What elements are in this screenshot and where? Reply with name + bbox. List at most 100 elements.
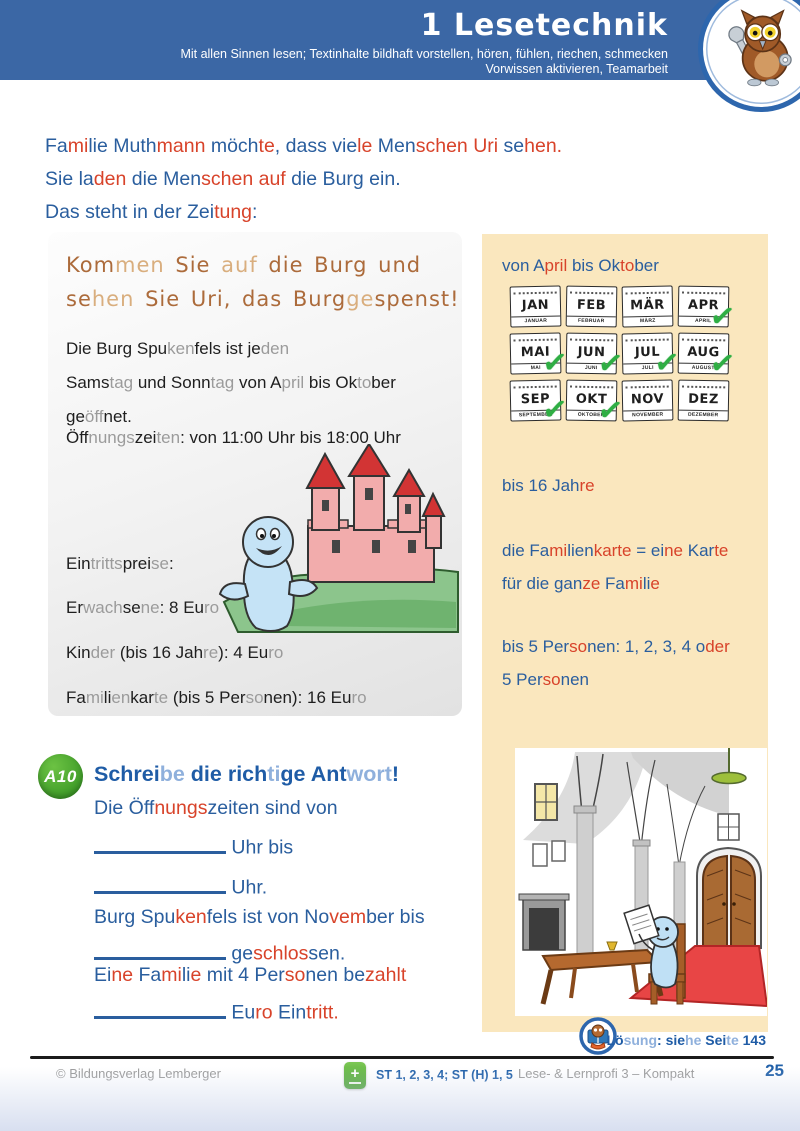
family-note-line: für die ganze Familie — [502, 567, 728, 600]
text-segment: se — [122, 598, 141, 617]
text-segment: fels ist von No — [206, 906, 330, 928]
months-label: von April bis Oktober — [502, 256, 659, 276]
month-tile: JUL JULI ✓ — [621, 332, 681, 381]
ad-headline-line: Kommen Sie auf die Burg und — [66, 248, 460, 282]
text-segment: prei — [122, 554, 152, 573]
text-segment: tag — [109, 373, 134, 392]
check-icon: ✓ — [595, 345, 626, 383]
month-tile: SEP SEPTEMBER ✓ — [509, 379, 569, 428]
text-segment: se — [66, 287, 92, 311]
text-segment: kar — [130, 688, 154, 707]
text-segment: sen. — [308, 942, 346, 965]
text-segment: von A — [502, 256, 545, 275]
text-segment: se — [151, 554, 170, 573]
text-segment: öff — [84, 407, 104, 426]
page-title: 1 Lesetechnik — [420, 8, 668, 43]
month-tile: OKT OKTOBER ✓ — [565, 379, 625, 429]
text-segment: ro — [204, 598, 220, 617]
text-segment: Öff — [66, 428, 89, 447]
text-segment: Uhr bis — [226, 836, 294, 859]
text-segment: Sei — [701, 1032, 727, 1048]
text-segment: der — [705, 637, 730, 656]
text-segment: schen — [201, 168, 254, 190]
text-segment: nen — [560, 670, 589, 689]
text-segment: nen — [587, 637, 616, 656]
text-segment: wach — [83, 598, 123, 617]
text-segment: ber — [371, 373, 396, 392]
text-segment: Die Burg Spu — [66, 339, 168, 358]
text-segment: to — [620, 256, 635, 275]
fill-in-blank[interactable] — [94, 833, 226, 854]
text-segment: se — [498, 135, 525, 157]
text-segment: en — [574, 541, 594, 560]
castle-ghost-drawing — [218, 442, 459, 633]
text-segment: ! — [391, 762, 400, 786]
intro-paragraph: Familie Muthmann möchte, dass viele Mens… — [45, 130, 605, 229]
text-segment: Ein — [272, 1001, 307, 1024]
month-tile: JUN JUNI ✓ — [565, 332, 625, 382]
text-segment: ber bis — [366, 906, 425, 928]
fill-in-blank[interactable] — [94, 939, 226, 960]
text-segment: so — [245, 688, 264, 707]
check-icon: ✓ — [707, 298, 738, 336]
month-tile: FEB FEBRUAR — [565, 285, 618, 328]
text-segment: : 1, 2, 3, 4 o — [615, 637, 706, 656]
task-line: Eine Familie mit 4 Personen bezahlt — [94, 964, 406, 987]
text-segment: ro — [255, 1001, 273, 1024]
text-segment: so — [569, 637, 588, 656]
month-name: DEZEMBER — [678, 409, 728, 421]
text-segment: nen be — [305, 964, 366, 986]
intro-line: Das steht in der Zeitung: — [45, 196, 605, 229]
text-segment: die Fa — [502, 541, 550, 560]
ad-body-line: Samstag und Sonntag von April bis Oktobe… — [66, 366, 396, 400]
text-segment: mi — [549, 541, 568, 560]
text-segment: tritts — [90, 554, 123, 573]
ad-headline-line: sehen Sie Uri, das Burggespenst! — [66, 282, 460, 316]
task-line: Die Öffnungszeiten sind von — [94, 797, 338, 820]
text-segment: : — [252, 201, 258, 223]
text-segment: auf — [258, 168, 286, 190]
task-line: Euro Eintritt. — [94, 998, 339, 1025]
text-segment: nungs — [154, 797, 208, 819]
text-segment: die Burg und — [257, 253, 422, 277]
text-segment: und Sonn — [133, 373, 211, 392]
task-line: Uhr. — [94, 873, 267, 900]
header-subtitle-line2: Vorwissen aktivieren, Teamarbeit — [485, 62, 669, 76]
task-line: Uhr bis — [94, 833, 293, 860]
text-segment: ge — [346, 287, 375, 311]
month-name: NOVEMBER — [623, 409, 673, 421]
text-segment: he — [685, 1032, 702, 1048]
month-tile: MÄR MÄRZ — [621, 285, 674, 328]
text-segment: ge — [280, 762, 306, 786]
text-segment: vem — [329, 906, 367, 928]
fill-in-blank[interactable] — [94, 998, 226, 1019]
header-bar — [0, 0, 800, 80]
text-segment: Das steht in der Zei — [45, 201, 215, 223]
text-segment: zahlt — [365, 964, 407, 986]
text-segment: e — [190, 964, 202, 986]
persons-note: bis 5 Personen: 1, 2, 3, 4 oder 5 Person… — [502, 630, 730, 696]
text-segment: ne — [664, 541, 684, 560]
text-segment: Burg Spu — [94, 906, 176, 928]
info-panel: von April bis Oktober JAN JANUAR FEB FEBRUA… — [482, 234, 769, 1055]
text-segment: tag — [210, 373, 235, 392]
text-segment: tung — [214, 201, 253, 223]
text-segment: : — [169, 554, 174, 573]
goblet — [606, 941, 618, 951]
text-segment: Sie la — [45, 168, 94, 190]
text-segment: le — [357, 135, 373, 157]
text-segment: für die gan — [502, 574, 583, 593]
text-segment: Fa — [66, 688, 86, 707]
text-segment: ze — [582, 574, 601, 593]
calendar-grid: JAN JANUAR FEB FEBRUAR MÄR MÄRZ APR APRIL ✓ MAI MA… — [509, 285, 737, 429]
text-segment: te — [258, 135, 275, 157]
text-segment: ): 16 Eu — [291, 688, 352, 707]
ghost-reading — [623, 904, 679, 989]
intro-line: Sie laden die Menschen auf die Burg ein. — [45, 163, 605, 196]
persons-note-line: 5 Personen — [502, 663, 730, 696]
fill-in-blank[interactable] — [94, 873, 226, 894]
text-segment: : von 11:00 Uhr bis 18:00 Uhr — [180, 428, 401, 447]
text-segment: (bis 16 Jah — [115, 643, 204, 662]
owl-logo — [698, 0, 800, 112]
text-segment: Fa — [45, 135, 68, 157]
